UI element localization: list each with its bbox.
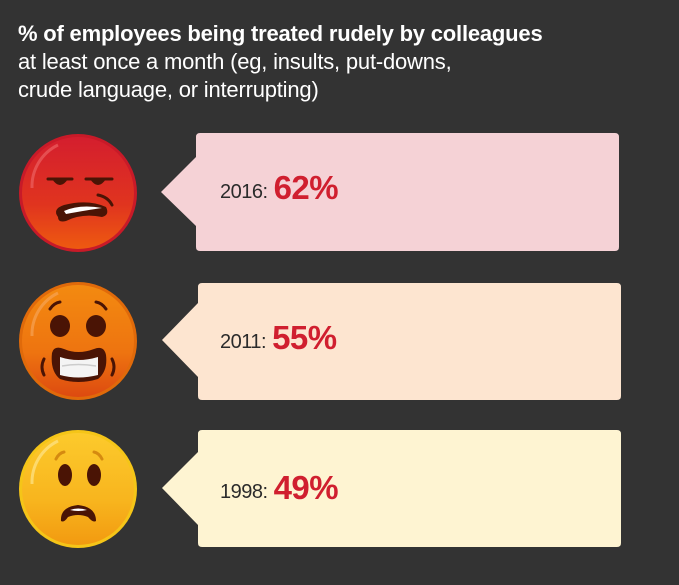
stat-callout-1998: 1998: 49% <box>162 429 624 547</box>
year-label: 2011: <box>220 330 267 353</box>
stat-row-2011: 2011: 55% <box>0 281 679 401</box>
stat-row-1998: 1998: 49% <box>0 429 679 549</box>
chart-title: % of employees being treated rudely by c… <box>18 20 668 104</box>
percentage-value: 55% <box>272 319 337 356</box>
grimacing-fearful-face-icon <box>18 281 138 401</box>
year-label: 1998: <box>220 480 268 503</box>
worried-face-icon <box>18 429 138 549</box>
year-label: 2016: <box>220 180 268 203</box>
stat-callout-2016: 2016: 62% <box>160 133 622 251</box>
stat-callout-2011: 2011: 55% <box>162 281 624 400</box>
stat-row-2016: 2016: 62% <box>0 133 679 253</box>
title-line-2: at least once a month (eg, insults, put-… <box>18 49 452 74</box>
percentage-value: 62% <box>273 169 339 206</box>
title-line-3: crude language, or interrupting) <box>18 77 319 102</box>
angry-face-icon <box>18 133 138 253</box>
title-bold-line: % of employees being treated rudely by c… <box>18 21 543 46</box>
percentage-value: 49% <box>273 469 339 506</box>
